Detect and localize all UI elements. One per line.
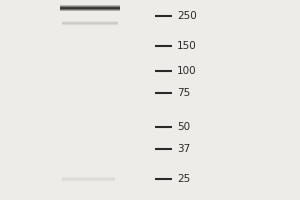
- Text: 50: 50: [177, 122, 190, 132]
- Bar: [60, 4, 120, 5]
- Bar: [60, 7, 120, 8]
- Text: 150: 150: [177, 41, 197, 51]
- Text: 37: 37: [177, 144, 190, 154]
- Bar: [60, 8, 120, 9]
- Bar: [60, 9, 120, 10]
- Bar: [60, 10, 120, 11]
- Text: 25: 25: [177, 174, 190, 184]
- Text: 250: 250: [177, 11, 197, 21]
- Bar: [60, 6, 120, 7]
- Text: 100: 100: [177, 66, 197, 76]
- Text: 75: 75: [177, 88, 190, 98]
- Bar: [60, 5, 120, 6]
